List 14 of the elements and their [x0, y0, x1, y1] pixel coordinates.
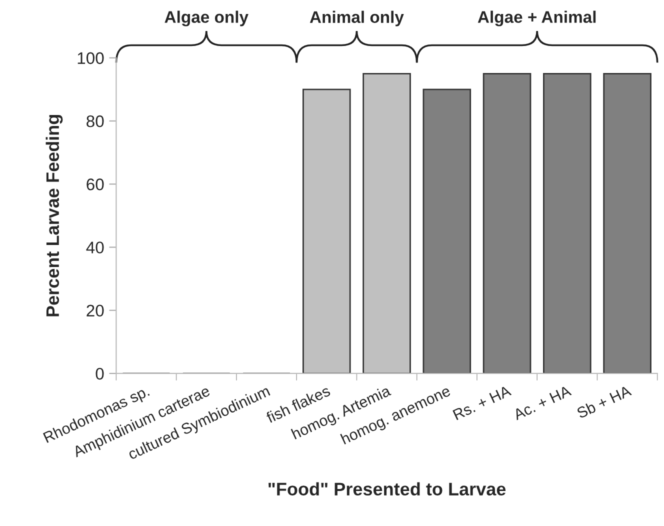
text: Algae + Animal: [478, 10, 596, 26]
x-axis-title: "Food" Presented to Larvae: [268, 482, 506, 496]
y-tick-label: 60: [86, 178, 104, 190]
x-tick-label: Rs. + HA: [452, 385, 512, 420]
y-axis-title: Percent Larvae Feeding: [46, 115, 63, 316]
y-tick-label: 100: [78, 52, 104, 64]
text: Algae only: [164, 10, 248, 26]
y-tick-label: 0: [96, 368, 104, 380]
text: Animal only: [310, 10, 404, 26]
y-tick-label: 40: [86, 242, 104, 254]
y-tick-label: 80: [86, 115, 104, 128]
x-tick-label: Ac. + HA: [512, 385, 572, 420]
y-tick-label: 20: [86, 304, 104, 317]
x-tick-label: Sb + HA: [576, 384, 632, 419]
